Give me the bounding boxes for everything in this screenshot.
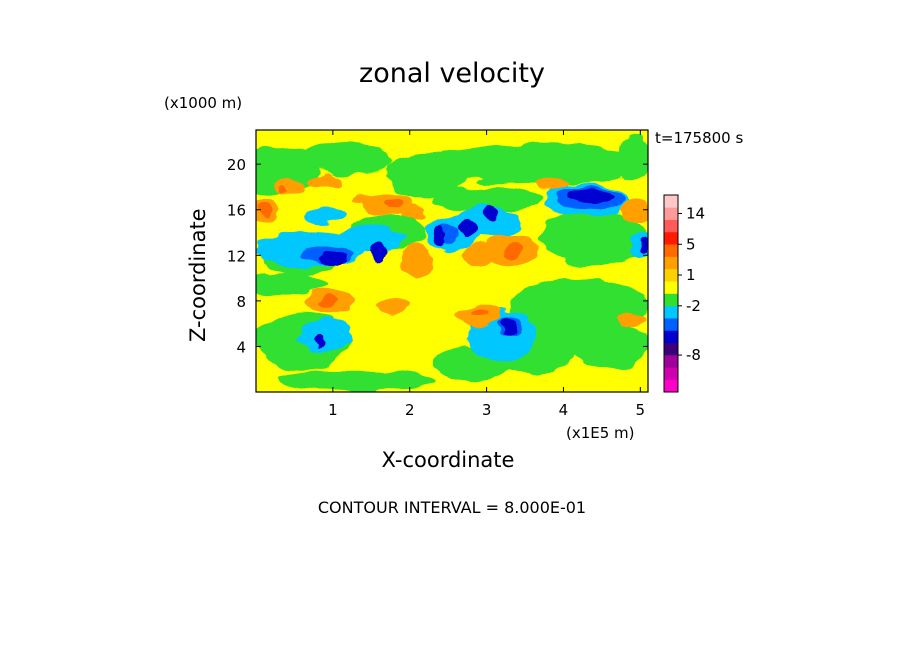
x-axis-title: X-coordinate [381, 448, 515, 472]
contour-region-0 [256, 144, 318, 195]
colorbar-swatch [664, 367, 678, 380]
y-tick-label: 4 [236, 338, 246, 356]
colorbar-swatch [664, 379, 678, 393]
colorbar-swatch [664, 355, 678, 368]
x-tick-label: 2 [405, 401, 415, 419]
contour-region-35 [501, 317, 516, 334]
contour-region-46 [378, 297, 410, 314]
x-tick-label: 4 [559, 401, 569, 419]
colorbar-swatch [664, 342, 678, 356]
contour-region-53 [257, 204, 273, 216]
contour-region-37 [313, 335, 322, 347]
contour-region-54 [504, 241, 523, 258]
y-tick-label: 8 [236, 293, 246, 311]
contour-region-56 [385, 198, 404, 208]
colorbar-swatch [664, 268, 678, 282]
contour-region-23 [628, 230, 648, 258]
contour-region-58 [321, 296, 337, 306]
chart-title: zonal velocity [359, 58, 545, 89]
contour-region-10 [279, 369, 433, 392]
contour-region-19 [336, 224, 406, 252]
contour-region-3 [432, 143, 648, 185]
contour-region-52 [352, 192, 376, 205]
contour-region-50 [617, 313, 648, 328]
colorbar-swatch [664, 318, 678, 331]
x-axis-unit-label: (x1E5 m) [566, 424, 635, 442]
colorbar-swatch [664, 231, 678, 245]
x-tick-label: 3 [482, 401, 492, 419]
colorbar: 14 5 1 -2 -8 [663, 194, 705, 393]
contour-region-4 [613, 135, 648, 182]
contour-region-16 [298, 319, 353, 351]
contour-region-42 [402, 202, 426, 222]
contour-region-30 [371, 242, 387, 264]
contour-region-33 [482, 206, 499, 225]
contour-regions [256, 135, 648, 392]
contour-region-14 [432, 186, 541, 210]
x-tick-label: 5 [636, 401, 646, 419]
contour-region-48 [536, 176, 568, 191]
contour-region-55 [278, 188, 288, 195]
contour-region-51 [402, 243, 433, 279]
colorbar-swatch [664, 207, 678, 220]
colorbar-swatch [664, 305, 678, 319]
plot-frame [255, 129, 649, 393]
colorbar-tick-label: -8 [686, 346, 701, 364]
colorbar-swatch [664, 330, 678, 344]
contour-region-1 [302, 141, 395, 176]
colorbar-tick-label: 1 [686, 266, 696, 284]
contour-field [256, 130, 648, 392]
contour-region-24 [302, 207, 349, 224]
colorbar-tick-label: 5 [686, 235, 696, 253]
z-axis-unit-label: (x1000 m) [164, 94, 243, 112]
colorbar-swatch [664, 293, 678, 307]
contour-region-5 [540, 209, 648, 267]
colorbar-swatch [664, 281, 678, 294]
contour-interval-label: CONTOUR INTERVAL = 8.000E-01 [317, 498, 587, 517]
contour-region-34 [568, 189, 612, 203]
contour-region-40 [305, 174, 345, 189]
contour-region-44 [463, 243, 495, 267]
y-tick-label: 16 [227, 202, 246, 220]
colorbar-tick-label: -2 [686, 297, 701, 315]
y-tick-label: 20 [227, 156, 246, 174]
colorbar-frame [663, 194, 679, 393]
colorbar-tick-label: 14 [686, 204, 705, 222]
colorbar-swatch [664, 195, 678, 208]
contour-region-32 [459, 218, 476, 238]
contour-region-9 [256, 272, 326, 296]
y-tick-label: 12 [227, 247, 246, 265]
contour-region-36 [639, 238, 648, 250]
colorbar-swatch [664, 244, 678, 257]
contour-region-31 [434, 225, 447, 247]
contour-region-49 [621, 198, 648, 222]
colorbar-swatch [664, 256, 678, 270]
contour-region-7 [571, 323, 648, 370]
time-label: t=175800 s [655, 129, 744, 147]
contour-region-29 [315, 253, 347, 267]
contour-region-57 [471, 309, 487, 320]
x-tick-label: 1 [328, 401, 338, 419]
colorbar-swatch [664, 219, 678, 233]
